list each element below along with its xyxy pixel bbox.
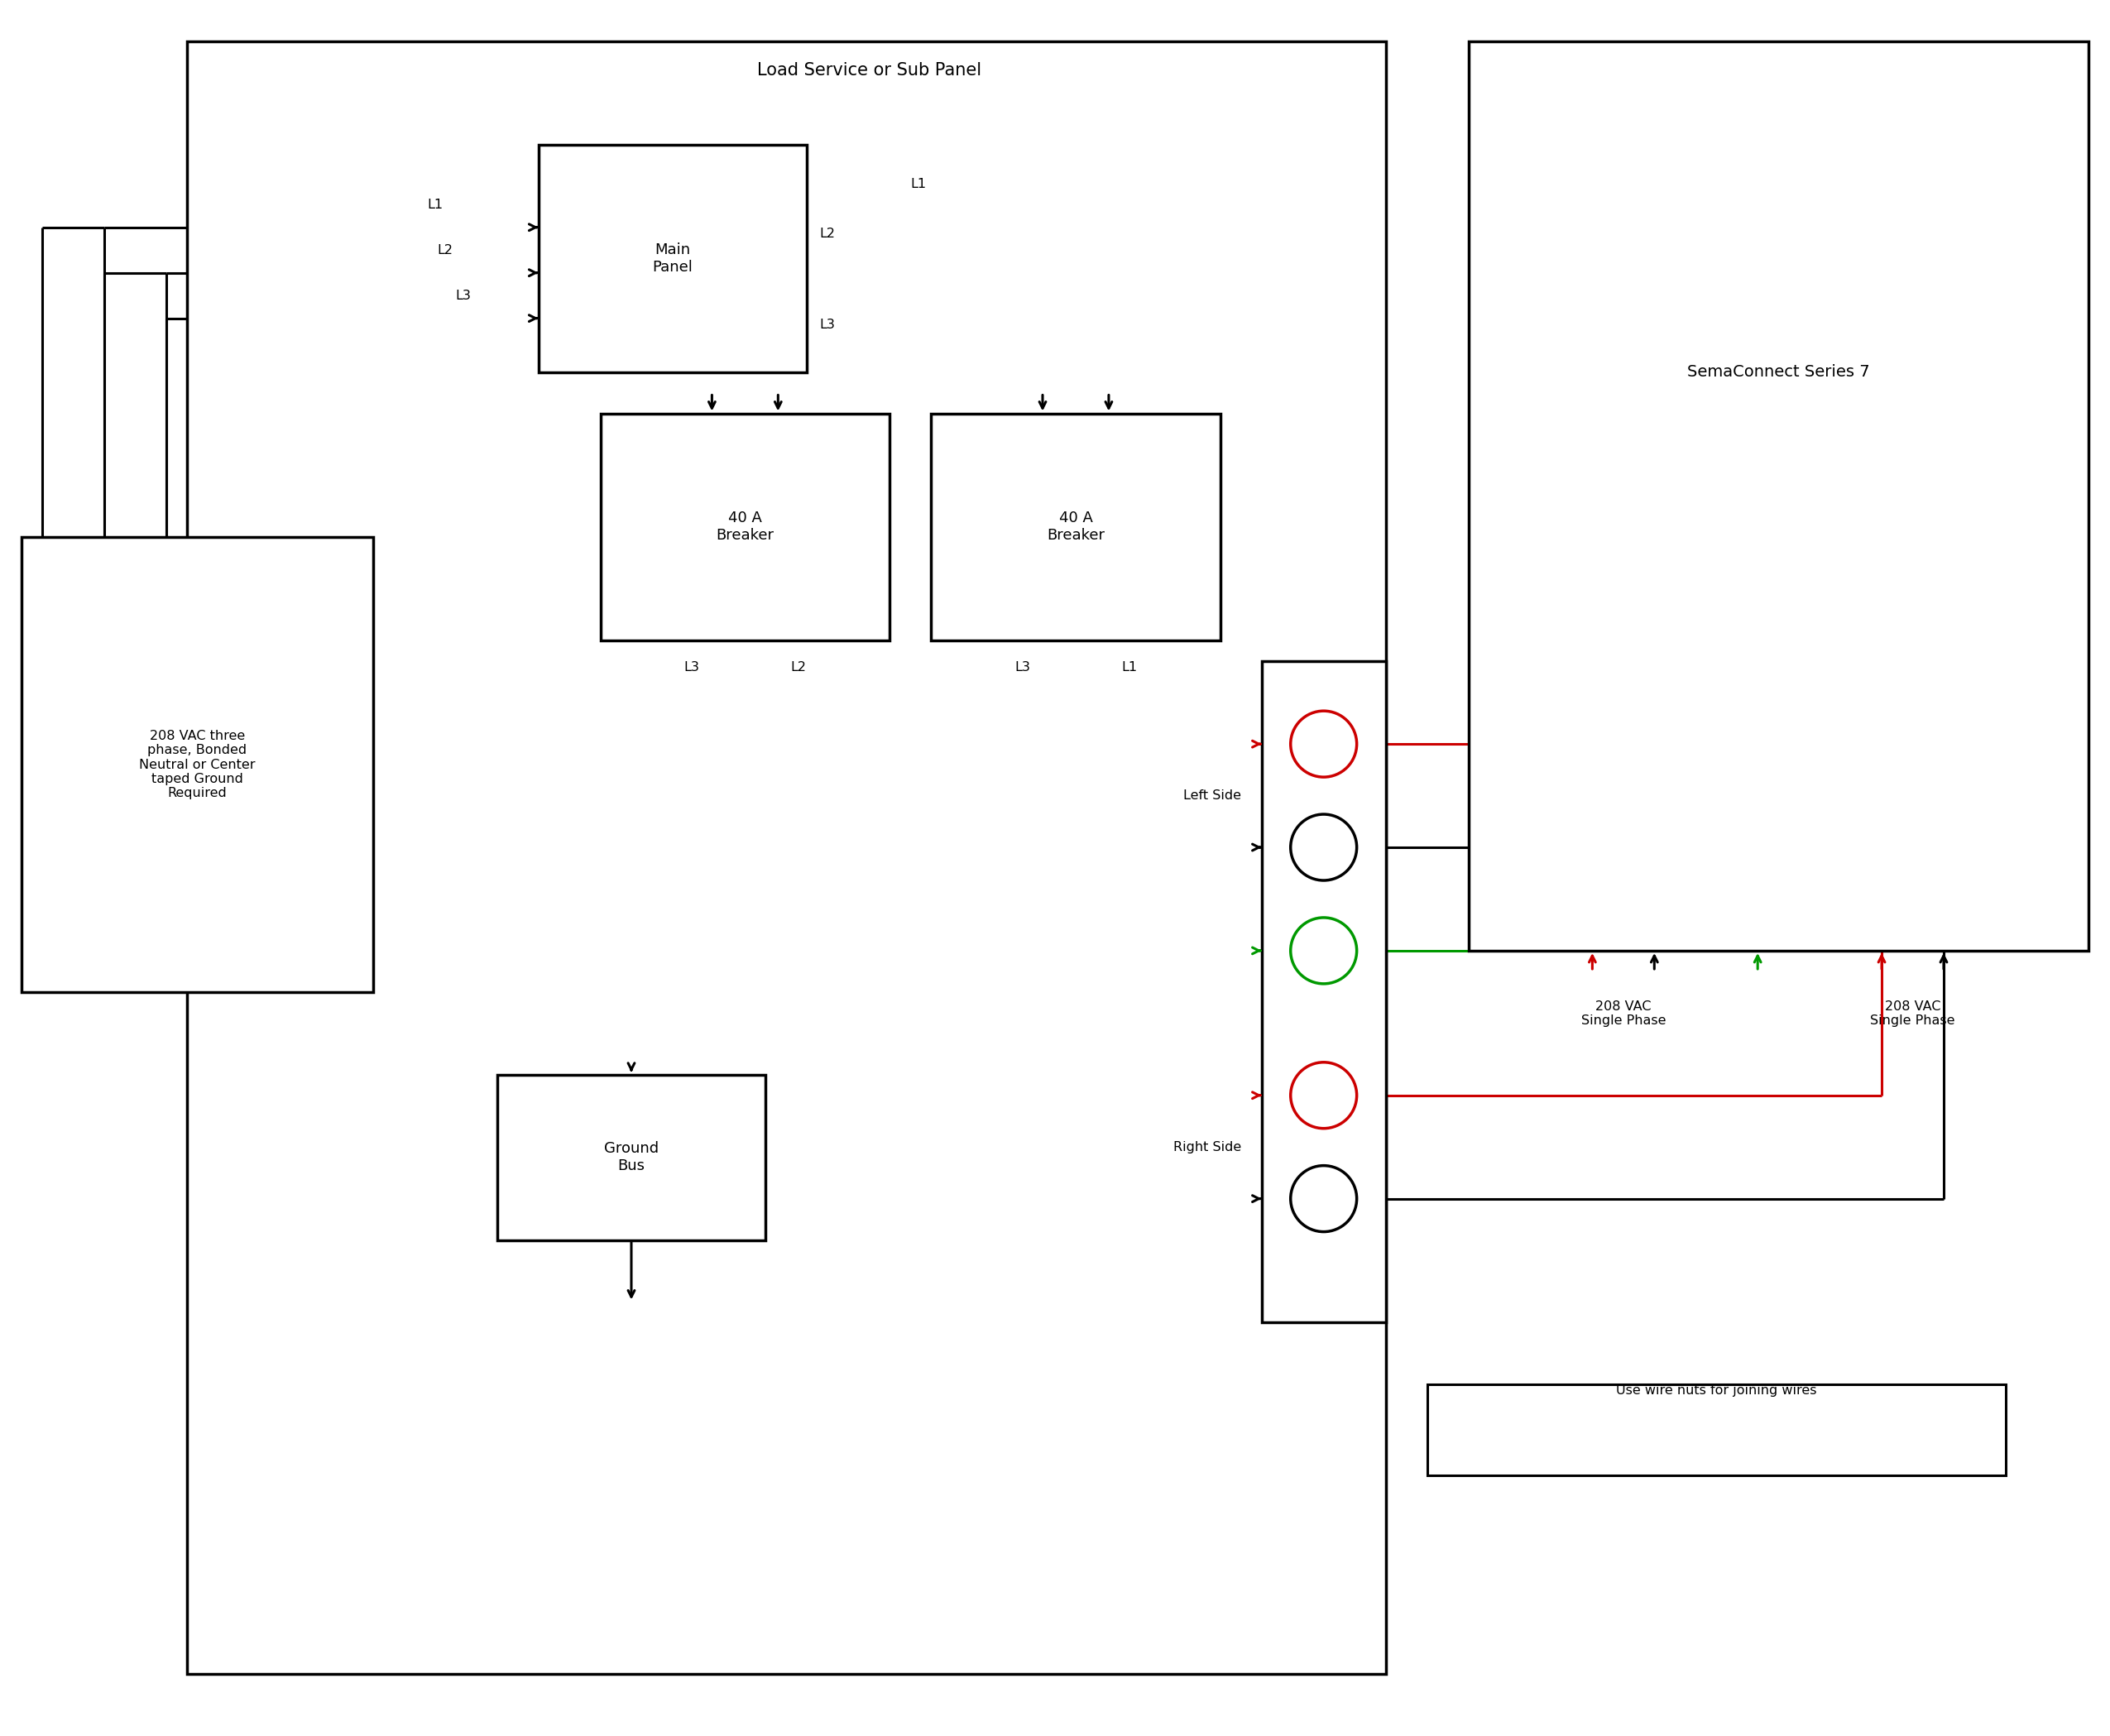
Bar <box>601 413 890 641</box>
Text: Load Service or Sub Panel: Load Service or Sub Panel <box>757 62 981 78</box>
Text: 208 VAC three
phase, Bonded
Neutral or Center
taped Ground
Required: 208 VAC three phase, Bonded Neutral or C… <box>139 729 255 800</box>
Text: 208 VAC
Single Phase: 208 VAC Single Phase <box>1869 1000 1956 1028</box>
Text: L3: L3 <box>819 318 836 330</box>
Text: 40 A
Breaker: 40 A Breaker <box>1047 510 1106 543</box>
Text: Left Side: Left Side <box>1184 790 1241 802</box>
Text: L3: L3 <box>684 661 701 674</box>
Text: L2: L2 <box>437 243 454 257</box>
Bar <box>538 144 806 372</box>
Bar <box>931 413 1220 641</box>
Text: L1: L1 <box>1120 661 1137 674</box>
Bar <box>498 1075 766 1240</box>
Text: Right Side: Right Side <box>1173 1141 1241 1153</box>
Bar <box>1262 661 1386 1323</box>
Text: Ground
Bus: Ground Bus <box>603 1141 658 1174</box>
Bar <box>188 42 1386 1674</box>
Text: Main
Panel: Main Panel <box>652 243 692 274</box>
Text: 40 A
Breaker: 40 A Breaker <box>715 510 774 543</box>
Text: 208 VAC
Single Phase: 208 VAC Single Phase <box>1580 1000 1665 1028</box>
Bar <box>1426 1385 2007 1476</box>
Bar <box>1469 42 2089 951</box>
Text: L3: L3 <box>1015 661 1030 674</box>
Text: L2: L2 <box>791 661 806 674</box>
Text: L2: L2 <box>819 227 836 240</box>
Bar <box>21 538 373 991</box>
Text: L1: L1 <box>426 198 443 210</box>
Text: SemaConnect Series 7: SemaConnect Series 7 <box>1688 365 1869 380</box>
Text: L1: L1 <box>909 177 926 191</box>
Text: L3: L3 <box>456 290 471 302</box>
Text: Use wire nuts for joining wires: Use wire nuts for joining wires <box>1616 1385 1817 1397</box>
